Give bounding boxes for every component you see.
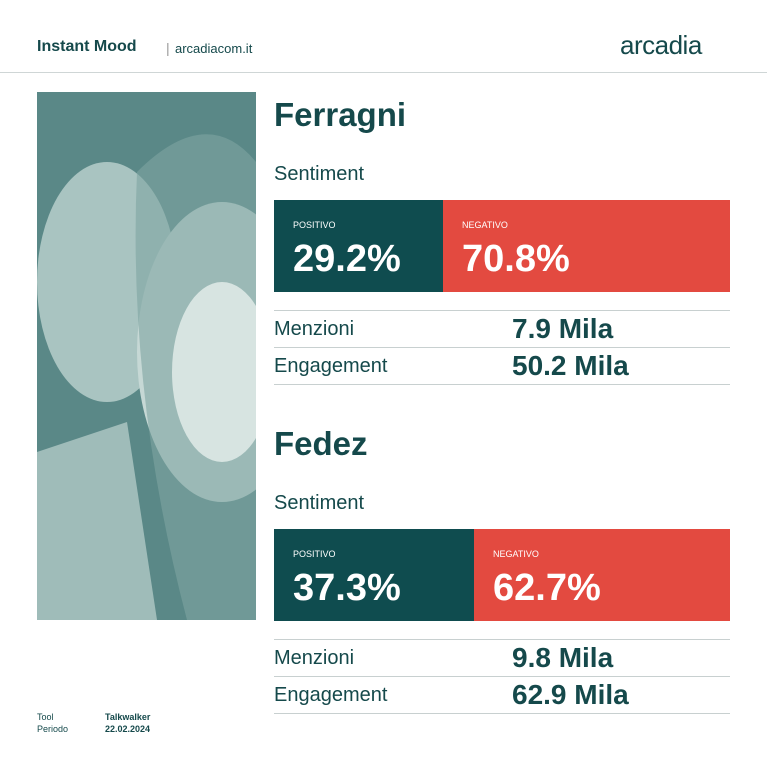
section-name: Fedez [274, 425, 368, 462]
positive-label: POSITIVO [293, 220, 336, 230]
header-title: Instant Mood [37, 38, 137, 55]
site: arcadiacom.it [175, 41, 253, 56]
row-value: 62.9 Mila [512, 679, 629, 710]
row-label: Menzioni [274, 647, 355, 669]
negative-box: NEGATIVO 70.8% [443, 200, 730, 292]
row-line [274, 713, 730, 714]
positive-box: POSITIVO 29.2% [274, 200, 443, 292]
negative-value: 70.8% [462, 238, 570, 280]
positive-value: 29.2% [293, 238, 401, 280]
row-line [274, 639, 730, 640]
row-value: 50.2 Mila [512, 350, 629, 381]
row-value: 9.8 Mila [512, 642, 614, 673]
negative-box: NEGATIVO 62.7% [474, 529, 730, 621]
photo [37, 92, 256, 620]
tool: Talkwalker [105, 712, 151, 722]
tool-label: Tool [37, 712, 54, 722]
row-line [274, 347, 730, 348]
row-label: Engagement [274, 684, 388, 706]
positive-value: 37.3% [293, 567, 401, 609]
row-value: 7.9 Mila [512, 313, 614, 344]
period: 22.02.2024 [105, 724, 151, 734]
section-name: Ferragni [274, 96, 407, 133]
row-label: Engagement [274, 355, 388, 377]
row-line [274, 676, 730, 677]
period-label: Periodo [37, 724, 69, 734]
positive-box: POSITIVO 37.3% [274, 529, 474, 621]
header-line [0, 72, 767, 73]
separator: | [166, 40, 170, 56]
row-line [274, 310, 730, 311]
sentiment-label: Sentiment [274, 492, 365, 514]
row-label: Menzioni [274, 318, 355, 340]
negative-label: NEGATIVO [493, 549, 539, 559]
positive-label: POSITIVO [293, 549, 336, 559]
negative-label: NEGATIVO [462, 220, 508, 230]
logo: arcadia [620, 30, 702, 60]
row-line [274, 384, 730, 385]
negative-value: 62.7% [493, 567, 601, 609]
sentiment-label: Sentiment [274, 163, 365, 185]
